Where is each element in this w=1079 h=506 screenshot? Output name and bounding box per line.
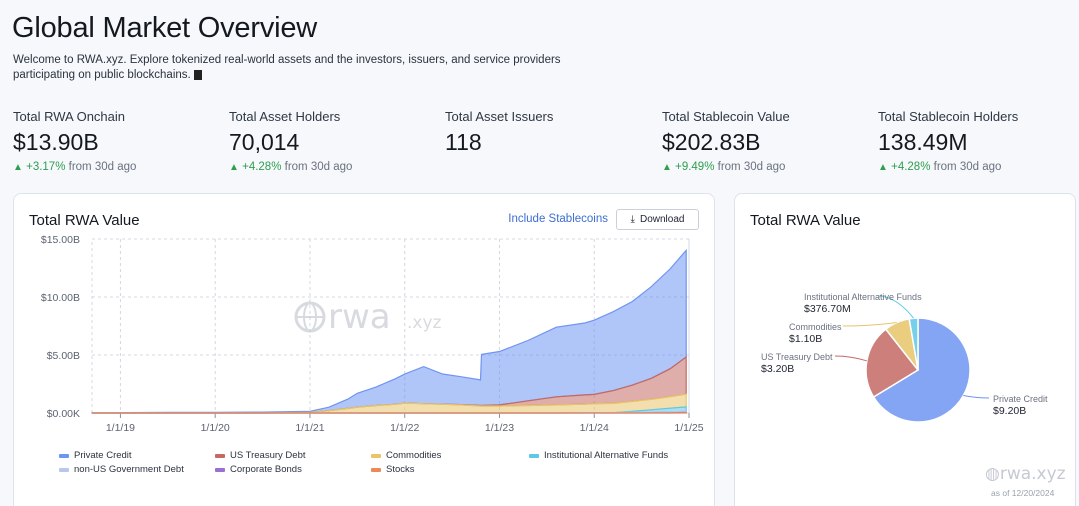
intro-text: Welcome to RWA.xyz. Explore tokenized re… bbox=[13, 54, 561, 81]
stat-asset-holders: Total Asset Holders 70,014 ▲ +4.28% from… bbox=[229, 109, 353, 173]
rwa-value-chart-card: Total RWA Value Include Stablecoins ⤓ Do… bbox=[13, 193, 715, 506]
up-arrow-icon: ▲ bbox=[662, 162, 672, 173]
x-tick-label: 1/1/21 bbox=[295, 422, 324, 434]
pie-slice-name: Commodities bbox=[789, 322, 842, 332]
pie-slice-value: $9.20B bbox=[993, 405, 1026, 417]
card-title: Total RWA Value bbox=[750, 212, 861, 229]
legend-label: Institutional Alternative Funds bbox=[544, 450, 669, 461]
pie-slice-private-credit[interactable] bbox=[872, 317, 971, 423]
pie-slice-us-treasury-debt[interactable] bbox=[865, 328, 920, 399]
stat-asset-issuers: Total Asset Issuers 118 bbox=[445, 109, 554, 155]
download-button[interactable]: ⤓ Download bbox=[616, 209, 699, 230]
x-tick-label: 1/1/20 bbox=[201, 422, 230, 434]
rwa-logo-watermark: ◍rwa.xyz bbox=[985, 464, 1066, 484]
up-arrow-icon: ▲ bbox=[229, 162, 239, 173]
area-chart: $0.00K $5.00B $10.00B $15.00B 1/1/19 1/1/20 1/… bbox=[41, 234, 704, 434]
rwa-value-pie-card: Total RWA Value Private Credit $9.20B US T… bbox=[734, 193, 1076, 506]
legend-item[interactable]: Corporate Bonds bbox=[215, 464, 302, 475]
x-tick-label: 1/1/22 bbox=[390, 422, 419, 434]
legend-label: Stocks bbox=[386, 464, 415, 475]
legend-swatch bbox=[371, 453, 381, 458]
y-tick-label: $5.00B bbox=[47, 350, 80, 362]
globe-icon: ◍ bbox=[985, 464, 1000, 484]
legend-label: non-US Government Debt bbox=[74, 464, 184, 475]
x-tick-label: 1/1/25 bbox=[674, 422, 703, 434]
legend-label: Private Credit bbox=[74, 450, 132, 461]
pie-slice-name: Private Credit bbox=[993, 394, 1048, 404]
x-tick-label: 1/1/24 bbox=[580, 422, 609, 434]
info-icon[interactable] bbox=[193, 69, 202, 80]
svg-text:rwa: rwa bbox=[328, 297, 391, 337]
pie-leader-line bbox=[877, 295, 914, 319]
legend-item[interactable]: US Treasury Debt bbox=[215, 450, 306, 461]
stat-stablecoin-holders: Total Stablecoin Holders 138.49M ▲ +4.28… bbox=[878, 109, 1019, 173]
y-tick-label: $0.00K bbox=[47, 408, 80, 420]
page-title: Global Market Overview bbox=[12, 12, 318, 44]
pie-slice-value: $3.20B bbox=[761, 363, 794, 375]
up-arrow-icon: ▲ bbox=[878, 162, 888, 173]
legend-item[interactable]: Commodities bbox=[371, 450, 441, 461]
legend-item[interactable]: Private Credit bbox=[59, 450, 132, 461]
legend-item[interactable]: non-US Government Debt bbox=[59, 464, 184, 475]
legend-swatch bbox=[529, 453, 539, 458]
rwa-logo-watermark: rwa .xyz bbox=[294, 297, 442, 337]
x-tick-label: 1/1/19 bbox=[106, 422, 135, 434]
card-title: Total RWA Value bbox=[29, 212, 140, 229]
download-icon: ⤓ bbox=[630, 214, 635, 225]
up-arrow-icon: ▲ bbox=[13, 162, 23, 173]
legend-item[interactable]: Stocks bbox=[371, 464, 415, 475]
pie-leader-line bbox=[963, 395, 990, 399]
pie-leader-line bbox=[842, 322, 897, 327]
y-tick-label: $10.00B bbox=[41, 292, 80, 304]
legend-swatch bbox=[371, 467, 381, 472]
stat-total-rwa: Total RWA Onchain $13.90B ▲ +3.17% from … bbox=[13, 109, 137, 173]
x-tick-label: 1/1/23 bbox=[485, 422, 514, 434]
pie-slice-name: US Treasury Debt bbox=[761, 352, 833, 362]
legend-label: Corporate Bonds bbox=[230, 464, 302, 475]
y-tick-label: $15.00B bbox=[41, 234, 80, 246]
legend-swatch bbox=[215, 467, 225, 472]
legend-label: US Treasury Debt bbox=[230, 450, 306, 461]
as-of-date: as of 12/20/2024 bbox=[991, 488, 1055, 498]
stat-stablecoin-value: Total Stablecoin Value $202.83B ▲ +9.49%… bbox=[662, 109, 790, 173]
legend-swatch bbox=[215, 453, 225, 458]
pie-slice-value: $1.10B bbox=[789, 333, 822, 345]
pie-leader-line bbox=[834, 355, 867, 362]
legend-swatch bbox=[59, 453, 69, 458]
legend-label: Commodities bbox=[386, 450, 442, 461]
legend-item[interactable]: Institutional Alternative Funds bbox=[529, 450, 668, 461]
include-stablecoins-link[interactable]: Include Stablecoins bbox=[508, 213, 608, 225]
pie-slice-name: Institutional Alternative Funds bbox=[804, 292, 922, 302]
pie-slice-value: $376.70M bbox=[804, 303, 851, 315]
pie-chart: Private Credit$9.20B US Treasury Debt$3.2… bbox=[761, 292, 1048, 423]
legend-swatch bbox=[59, 467, 69, 472]
svg-text:.xyz: .xyz bbox=[407, 313, 442, 333]
